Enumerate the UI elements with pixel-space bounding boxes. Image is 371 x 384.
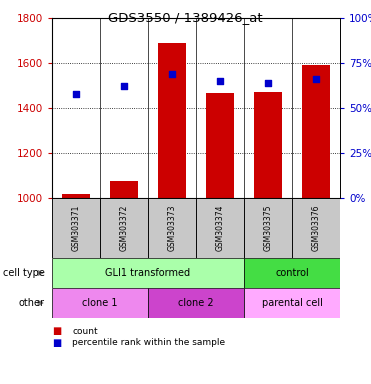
Point: [121, 83, 127, 89]
Bar: [302, 65, 331, 198]
Text: GSM303372: GSM303372: [119, 205, 128, 251]
Bar: [62, 194, 91, 198]
Bar: [244, 258, 340, 288]
Bar: [52, 288, 148, 318]
Bar: [254, 92, 282, 198]
Text: clone 2: clone 2: [178, 298, 214, 308]
Bar: [206, 93, 234, 198]
Text: GSM303375: GSM303375: [263, 205, 273, 251]
Point: [169, 71, 175, 77]
Bar: [148, 288, 244, 318]
Text: clone 1: clone 1: [82, 298, 118, 308]
Bar: [148, 198, 196, 258]
Point: [217, 78, 223, 84]
Text: percentile rank within the sample: percentile rank within the sample: [72, 338, 226, 348]
Text: ■: ■: [52, 326, 61, 336]
Text: cell type: cell type: [3, 268, 45, 278]
Bar: [244, 198, 292, 258]
Bar: [109, 181, 138, 198]
Text: count: count: [72, 327, 98, 336]
Bar: [244, 288, 340, 318]
Text: parental cell: parental cell: [262, 298, 322, 308]
Text: GSM303374: GSM303374: [216, 205, 224, 251]
Text: GSM303373: GSM303373: [167, 205, 177, 251]
Point: [265, 80, 271, 86]
Text: control: control: [275, 268, 309, 278]
Text: GDS3550 / 1389426_at: GDS3550 / 1389426_at: [108, 11, 263, 24]
Text: GSM303376: GSM303376: [312, 205, 321, 251]
Point: [313, 76, 319, 82]
Text: other: other: [19, 298, 45, 308]
Bar: [292, 198, 340, 258]
Bar: [52, 258, 244, 288]
Text: ■: ■: [52, 338, 61, 348]
Bar: [196, 198, 244, 258]
Text: GLI1 transformed: GLI1 transformed: [105, 268, 191, 278]
Bar: [158, 43, 186, 198]
Point: [73, 91, 79, 97]
Bar: [100, 198, 148, 258]
Bar: [52, 198, 100, 258]
Text: GSM303371: GSM303371: [72, 205, 81, 251]
